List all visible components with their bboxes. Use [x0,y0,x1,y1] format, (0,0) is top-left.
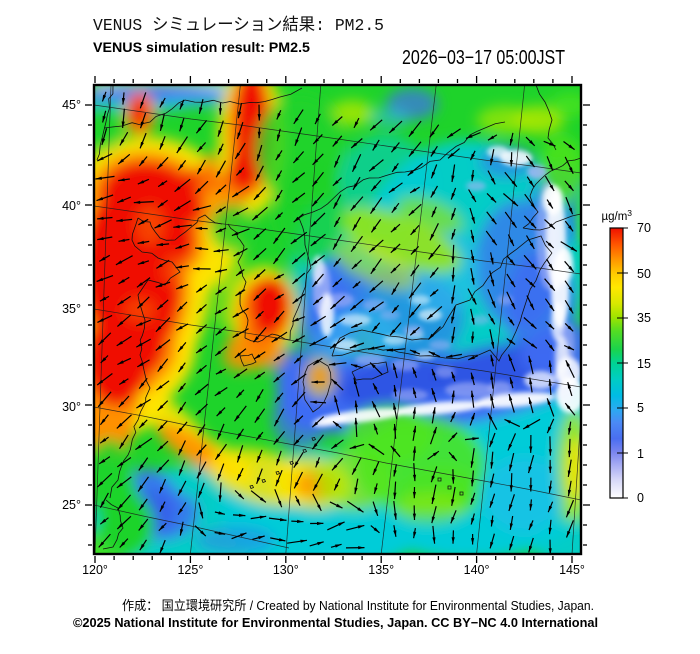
svg-text:70: 70 [637,221,651,235]
svg-text:140°: 140° [464,563,490,577]
svg-text:0: 0 [637,491,644,505]
svg-text:作成： 国立環境研究所 / Created by Natio: 作成： 国立環境研究所 / Created by National Instit… [122,598,594,613]
svg-text:45°: 45° [62,98,81,112]
svg-text:145°: 145° [559,563,585,577]
svg-text:40°: 40° [62,199,81,213]
svg-text:35: 35 [637,311,651,325]
svg-text:5: 5 [637,401,644,415]
svg-text:15: 15 [637,357,651,371]
svg-text:35°: 35° [62,302,81,316]
svg-text:120°: 120° [82,563,108,577]
svg-text:VENUS シミュレーション結果: PM2.5: VENUS シミュレーション結果: PM2.5 [93,15,384,36]
svg-text:130°: 130° [273,563,299,577]
svg-text:©2025 National Institute for E: ©2025 National Institute for Environment… [73,615,598,630]
svg-text:2026−03−17 05:00JST: 2026−03−17 05:00JST [402,47,565,69]
svg-text:25°: 25° [62,498,81,512]
svg-text:1: 1 [637,447,644,461]
svg-text:VENUS simulation result: PM2.5: VENUS simulation result: PM2.5 [93,39,310,55]
svg-text:50: 50 [637,267,651,281]
svg-text:µg/m3: µg/m3 [602,208,633,223]
svg-text:30°: 30° [62,400,81,414]
svg-text:125°: 125° [177,563,203,577]
svg-text:135°: 135° [368,563,394,577]
